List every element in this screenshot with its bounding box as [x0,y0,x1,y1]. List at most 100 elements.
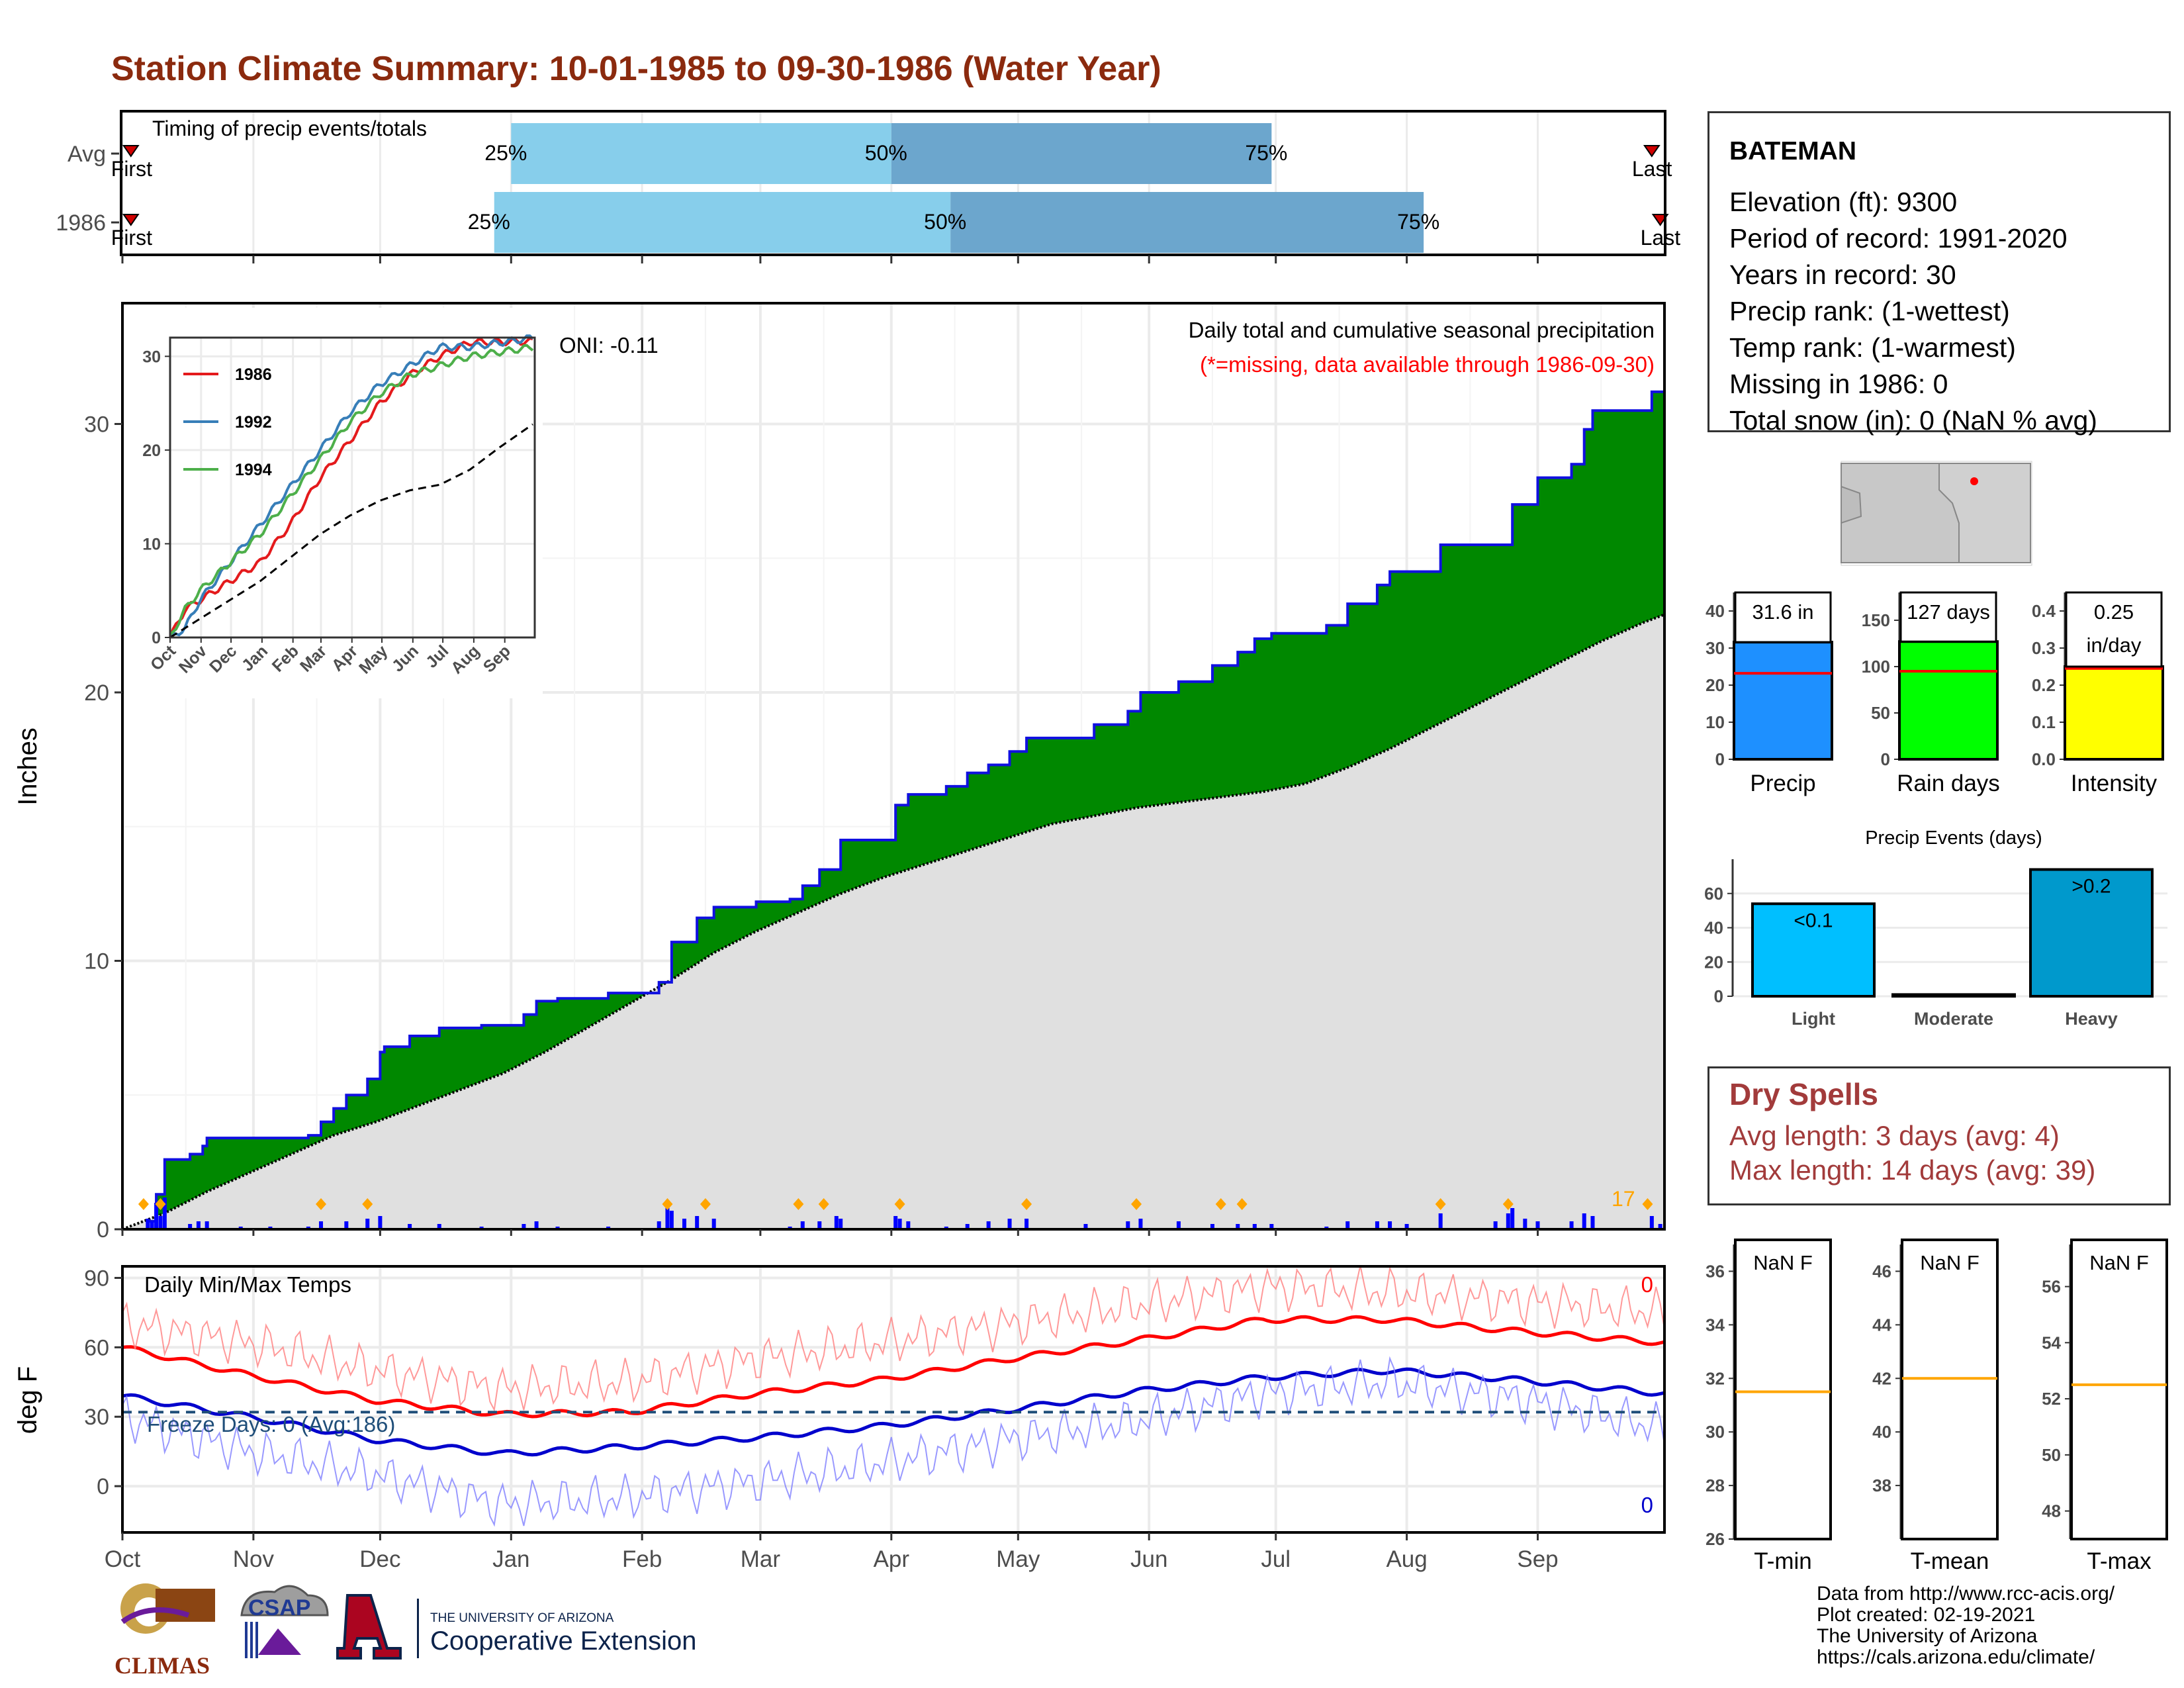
temp-summary-ytick-label: 28 [1706,1476,1725,1495]
temp-summary-ytick-label: 50 [2042,1445,2061,1465]
dry-spells-avg: Avg length: 3 days (avg: 4) [1729,1120,2060,1151]
events-ytick-label: 20 [1704,952,1723,972]
temp-summary-ytick-label: 36 [1706,1261,1725,1281]
temp-summary-ytick-label: 40 [1872,1422,1891,1442]
daily-precip-bar [188,1224,193,1229]
temp-ytick-label: 30 [84,1405,109,1430]
oni-label: ONI: -0.11 [559,333,659,357]
daily-precip-bar [1582,1213,1586,1229]
daily-precip-bar [522,1224,526,1229]
precip-ylabel: Inches [13,727,42,806]
daily-precip-bar [1007,1219,1012,1229]
daily-precip-bar [1438,1213,1443,1229]
events-bar-label: >0.2 [2071,876,2111,898]
temp-summary-ytick-label: 56 [2042,1277,2061,1297]
daily-precip-bar [1404,1224,1409,1229]
daily-precip-bar [1126,1221,1130,1229]
temp-summary-label: T-min [1754,1548,1812,1574]
temp-summary-label: T-max [2087,1548,2152,1574]
temp-summary-ytick-label: 42 [1872,1368,1891,1388]
temp-ytick-label: 0 [97,1474,109,1499]
month-label: Oct [105,1546,141,1572]
precip-header: Daily total and cumulative seasonal prec… [1189,318,1655,342]
daily-precip-bar [1138,1219,1143,1229]
above-avg-day-marker [818,1198,829,1210]
station-years: Years in record: 30 [1729,259,1956,290]
climas-logo-text: CLIMAS [114,1652,210,1679]
credit-line: The University of Arizona [1817,1625,2038,1647]
daily-precip-bar [1345,1221,1350,1229]
summary-ytick-label: 20 [1706,675,1725,695]
daily-precip-bar [986,1221,991,1229]
daily-precip-bar [695,1216,700,1229]
timing-label-75: 75% [1245,141,1287,165]
events-bar [2029,868,2154,998]
temp-summary-ytick-label: 34 [1706,1315,1725,1335]
climas-logo: CLIMAS [114,1583,215,1679]
summary-bar [2064,665,2164,761]
daily-precip-bar [834,1216,839,1229]
daily-precip-bar [319,1221,324,1229]
temp-summary-ytick-label: 52 [2042,1389,2061,1409]
temp-series-line [122,1356,1665,1527]
above-avg-day-marker [316,1198,327,1210]
temp-summary-label: T-mean [1911,1548,1989,1574]
summary-ytick-label: 0.2 [2032,675,2056,695]
temp-summary-box [2070,1239,2168,1540]
summary-ytick-label: 0 [1881,749,1890,769]
summary-bar [1898,640,1999,761]
above-avg-day-marker [1502,1198,1514,1210]
inset-bg [124,308,543,698]
events-category-label: Light [1792,1009,1835,1029]
daily-precip-bar [534,1221,539,1229]
temp-summary-ytick-label: 54 [2042,1333,2061,1352]
daily-precip-bar [205,1221,209,1229]
above-avg-day-marker [1131,1198,1142,1210]
daily-precip-bar [682,1219,687,1229]
summary-label-box [1899,591,1997,643]
daily-precip-bar [965,1224,970,1229]
daily-precip-bar [378,1216,383,1229]
summary-value-label: 127 days [1907,600,1990,624]
above-avg-day-marker [1215,1198,1226,1210]
summary-label-box [2065,591,2163,668]
ua-logo: THE UNIVERSITY OF ARIZONA Cooperative Ex… [336,1594,696,1660]
above-avg-day-marker [1236,1198,1248,1210]
min-count-label: 0 [1641,1493,1653,1517]
summary-bar-label: Precip [1750,771,1815,796]
above-avg-day-marker [138,1198,149,1210]
dry-spells-max: Max length: 14 days (avg: 39) [1729,1154,2096,1186]
timing-first-marker [122,145,140,158]
events-category-label: Heavy [2065,1009,2118,1029]
average-cumulative-line [122,613,1665,1231]
precip-ytick-label: 30 [84,412,109,437]
summary-ytick-label: 0.1 [2032,712,2056,732]
temp-series-line [122,1315,1665,1419]
inset-series-line [169,423,533,639]
daily-precip-bar [196,1221,201,1229]
temp-summary-value: NaN F [1920,1251,1979,1274]
daily-precip-bar [897,1219,902,1229]
timing-header: Timing of precip events/totals [152,117,427,140]
inset-ytick-label: 10 [142,535,161,553]
credits: Data from http://www.rcc-acis.org/ Plot … [1817,1583,2115,1668]
summary-ytick-label: 100 [1862,657,1890,677]
max-count-label: 0 [1641,1272,1653,1297]
timing-first-label: First [111,157,152,181]
daily-precip-bar [665,1205,670,1229]
daily-precip-bar [344,1221,349,1229]
credit-line: https://cals.arizona.edu/climate/ [1817,1646,2095,1668]
daily-precip-bar [1269,1224,1274,1229]
temp-series-line [122,1367,1665,1457]
timing-row-label: Avg [68,142,106,167]
temp-header: Daily Min/Max Temps [144,1272,351,1297]
daily-precip-bar [906,1221,911,1229]
daily-precip-bar [1236,1224,1240,1229]
events-bar [1891,993,2016,998]
daily-precip-bar [1252,1224,1257,1229]
station-missing: Missing in 1986: 0 [1729,369,1948,399]
timing-label-25: 25% [468,210,510,234]
temp-plot-frame [121,1265,1666,1534]
